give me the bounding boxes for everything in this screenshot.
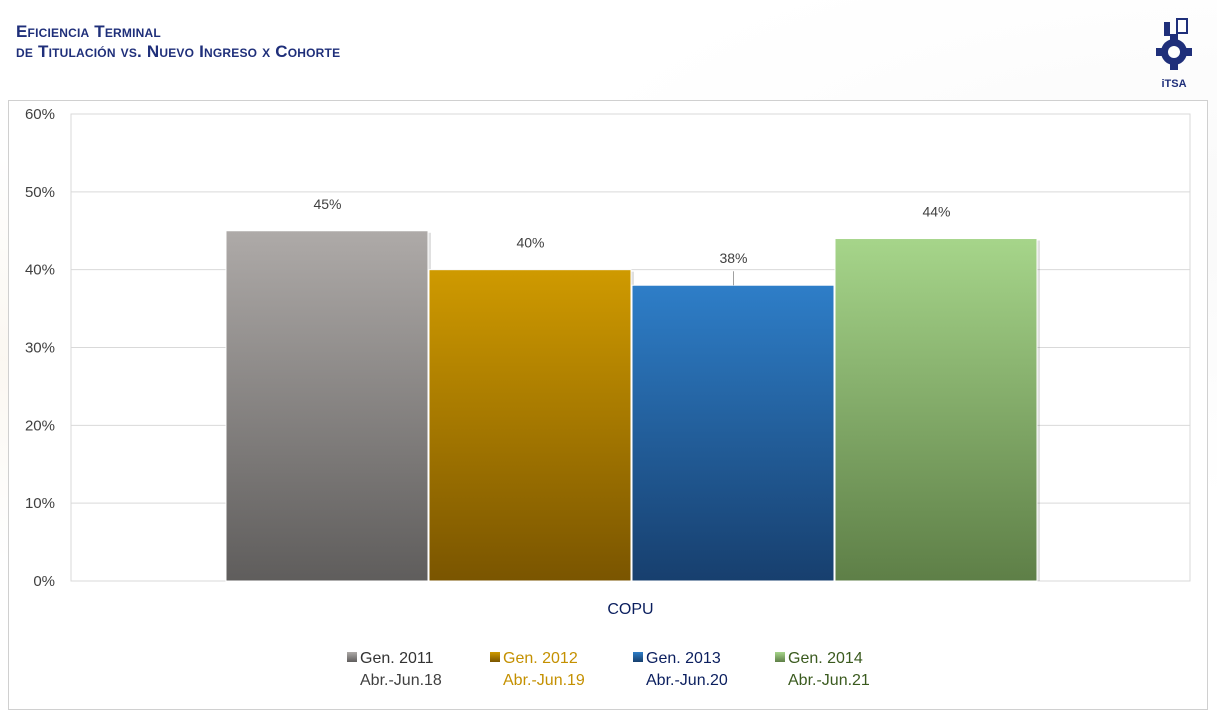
bar-gen-2013	[631, 284, 835, 582]
x-tick-label: COPU	[607, 601, 653, 618]
data-label: 44%	[922, 204, 950, 220]
legend-swatch	[775, 652, 785, 662]
legend-swatch	[633, 652, 643, 662]
y-tick-label: 50%	[25, 184, 55, 201]
bar-gen-2012	[428, 269, 632, 582]
bar-gen-2011	[225, 230, 429, 582]
itsa-logo-gear-icon: iTSA	[1156, 18, 1192, 90]
chart-legend: Gen. 2011 Abr.-Jun.18 Gen. 2012 Abr.-Jun.19…	[0, 650, 1217, 706]
data-labels: 45% 40% 38% 44%	[313, 196, 951, 286]
y-tick-label: 30%	[25, 340, 55, 357]
data-label: 38%	[719, 250, 747, 266]
legend-item: Gen. 2014 Abr.-Jun.21	[775, 650, 870, 690]
y-axis-ticks: 0% 10% 20% 30% 40% 50% 60%	[25, 106, 55, 590]
legend-swatch	[490, 652, 500, 662]
legend-label: Gen. 2013	[646, 650, 721, 667]
bars	[225, 230, 1040, 582]
legend-item: Gen. 2012 Abr.-Jun.19	[490, 650, 585, 690]
legend-sublabel: Abr.-Jun.19	[503, 672, 585, 689]
logo-text: iTSA	[1161, 78, 1186, 90]
y-tick-label: 10%	[25, 495, 55, 512]
y-tick-label: 20%	[25, 417, 55, 434]
legend-label: Gen. 2014	[788, 650, 863, 667]
page-title-line-2: de Titulación vs. Nuevo Ingreso x Cohort…	[16, 42, 341, 61]
data-label: 40%	[516, 235, 544, 251]
y-tick-label: 60%	[25, 106, 55, 123]
y-tick-label: 0%	[33, 573, 55, 590]
legend-sublabel: Abr.-Jun.18	[360, 672, 442, 689]
page-title-line-1: Eficiencia Terminal	[16, 22, 161, 41]
legend-label: Gen. 2011	[360, 650, 434, 667]
legend-swatch	[347, 652, 357, 662]
legend-item: Gen. 2013 Abr.-Jun.20	[633, 650, 728, 690]
x-axis-ticks: COPU	[607, 601, 653, 618]
legend-item: Gen. 2011 Abr.-Jun.18	[347, 650, 442, 690]
itsa-logo: iTSA	[1150, 12, 1200, 90]
y-tick-label: 40%	[25, 262, 55, 279]
data-label: 45%	[313, 196, 341, 212]
page-title: Eficiencia Terminal de Titulación vs. Nu…	[16, 22, 340, 62]
legend-sublabel: Abr.-Jun.21	[788, 672, 870, 689]
legend-label: Gen. 2012	[503, 650, 578, 667]
legend-sublabel: Abr.-Jun.20	[646, 672, 728, 689]
bar-gen-2014	[834, 238, 1038, 582]
